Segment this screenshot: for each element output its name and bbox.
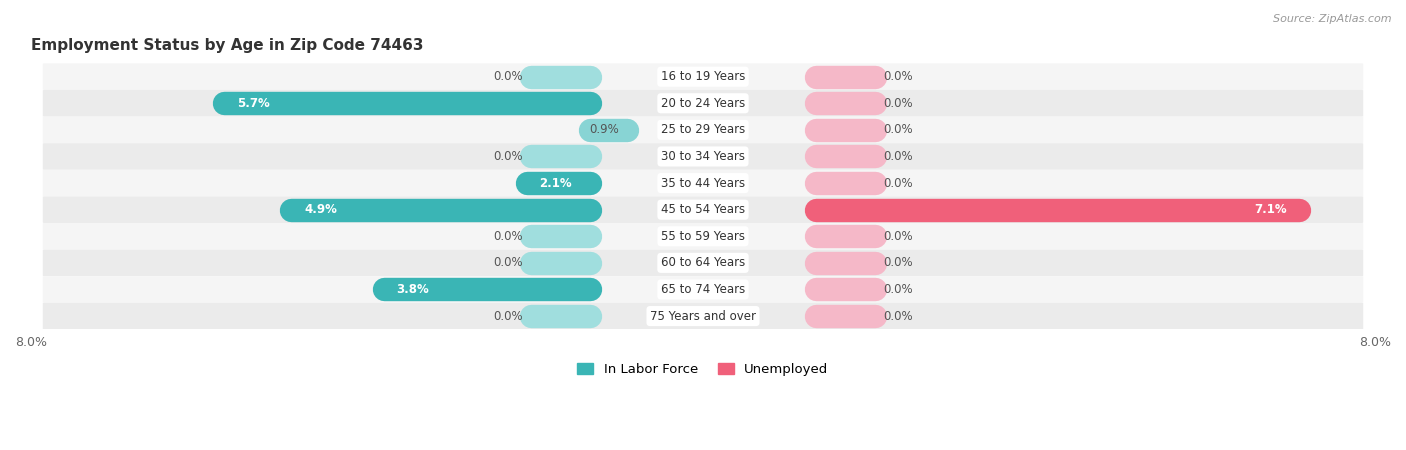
FancyBboxPatch shape — [42, 223, 1364, 250]
Text: 20 to 24 Years: 20 to 24 Years — [661, 97, 745, 110]
Text: 0.0%: 0.0% — [883, 310, 914, 323]
FancyBboxPatch shape — [42, 117, 1364, 143]
Text: 35 to 44 Years: 35 to 44 Years — [661, 176, 745, 189]
FancyBboxPatch shape — [42, 143, 1364, 170]
Text: 0.0%: 0.0% — [883, 97, 914, 110]
Text: 0.0%: 0.0% — [883, 70, 914, 83]
Text: 0.0%: 0.0% — [883, 283, 914, 296]
Text: 16 to 19 Years: 16 to 19 Years — [661, 70, 745, 83]
FancyBboxPatch shape — [42, 170, 1364, 196]
Text: 65 to 74 Years: 65 to 74 Years — [661, 283, 745, 296]
Text: 30 to 34 Years: 30 to 34 Years — [661, 150, 745, 163]
FancyBboxPatch shape — [42, 303, 1364, 329]
FancyBboxPatch shape — [42, 276, 1364, 303]
Text: 0.0%: 0.0% — [883, 123, 914, 136]
Text: 0.0%: 0.0% — [492, 150, 523, 163]
Text: 75 Years and over: 75 Years and over — [650, 310, 756, 323]
Text: 0.9%: 0.9% — [589, 123, 619, 136]
Text: 55 to 59 Years: 55 to 59 Years — [661, 230, 745, 243]
Text: 25 to 29 Years: 25 to 29 Years — [661, 123, 745, 136]
Text: 0.0%: 0.0% — [492, 70, 523, 83]
Text: 0.0%: 0.0% — [492, 256, 523, 270]
Legend: In Labor Force, Unemployed: In Labor Force, Unemployed — [572, 357, 834, 381]
Text: 3.8%: 3.8% — [396, 283, 429, 296]
Text: 4.9%: 4.9% — [304, 203, 337, 216]
Text: 45 to 54 Years: 45 to 54 Years — [661, 203, 745, 216]
Text: Employment Status by Age in Zip Code 74463: Employment Status by Age in Zip Code 744… — [31, 37, 423, 53]
Text: 2.1%: 2.1% — [538, 176, 572, 189]
Text: 5.7%: 5.7% — [236, 97, 270, 110]
Text: 0.0%: 0.0% — [883, 176, 914, 189]
Text: 0.0%: 0.0% — [492, 310, 523, 323]
FancyBboxPatch shape — [42, 90, 1364, 117]
Text: 0.0%: 0.0% — [883, 150, 914, 163]
Text: Source: ZipAtlas.com: Source: ZipAtlas.com — [1274, 14, 1392, 23]
Text: 60 to 64 Years: 60 to 64 Years — [661, 256, 745, 270]
Text: 0.0%: 0.0% — [883, 230, 914, 243]
Text: 0.0%: 0.0% — [492, 230, 523, 243]
FancyBboxPatch shape — [42, 250, 1364, 276]
Text: 0.0%: 0.0% — [883, 256, 914, 270]
FancyBboxPatch shape — [42, 196, 1364, 223]
Text: 7.1%: 7.1% — [1254, 203, 1286, 216]
FancyBboxPatch shape — [42, 63, 1364, 90]
